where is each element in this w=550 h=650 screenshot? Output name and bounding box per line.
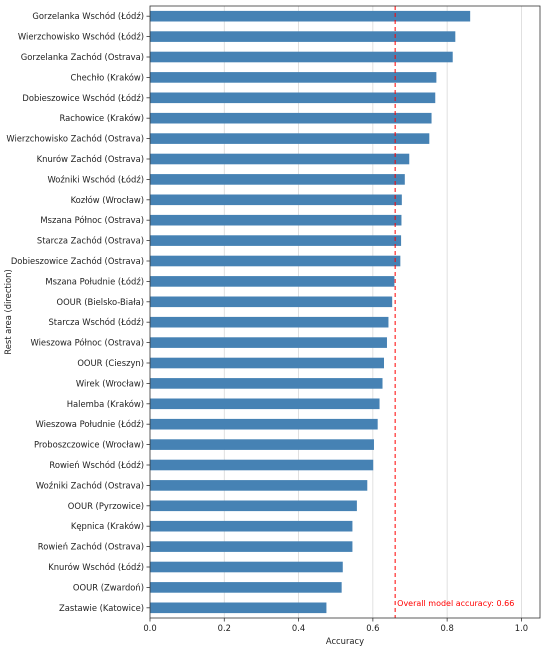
bar	[150, 459, 374, 471]
x-tick-label: 0.0	[143, 623, 156, 633]
bars	[150, 10, 471, 614]
category-label: Starcza Zachód (Ostrava)	[37, 236, 144, 246]
category-label: Knurów Wschód (Łódź)	[48, 562, 144, 572]
bar	[150, 10, 471, 22]
category-label: Mszana Północ (Ostrava)	[40, 215, 144, 225]
bar	[150, 133, 430, 144]
bar	[150, 337, 387, 348]
bar	[150, 541, 353, 552]
bar	[150, 582, 342, 593]
bar	[150, 174, 405, 185]
x-axis-ticks: 0.0 0.2 0.4 0.6 0.8 1.0	[143, 618, 528, 633]
category-label: Kozłów (Wrocław)	[71, 195, 144, 205]
category-label: Wieszowa Południe (Łódź)	[35, 419, 144, 429]
category-label: Halemba (Kraków)	[67, 399, 144, 409]
category-label: Knurów Zachód (Ostrava)	[37, 154, 144, 164]
category-label: Wierzchowisko Wschód (Łódź)	[18, 32, 144, 42]
category-label: OOUR (Bielsko-Biała)	[56, 297, 144, 307]
category-label: Rowień Zachód (Ostrava)	[38, 542, 144, 552]
bar	[150, 194, 402, 206]
category-label: Rowień Wschód (Łódź)	[49, 460, 144, 470]
x-tick-label: 1.0	[515, 623, 528, 633]
y-axis-title: Rest area (direction)	[3, 269, 13, 354]
x-tick-label: 0.6	[366, 623, 379, 633]
bar	[150, 500, 357, 512]
bar	[150, 51, 453, 63]
bar	[150, 602, 327, 614]
bar	[150, 112, 432, 124]
bar	[150, 296, 393, 308]
category-label: OOUR (Cieszyn)	[77, 358, 144, 368]
bar	[150, 92, 436, 104]
category-label: Gorzelanka Zachód (Ostrava)	[21, 52, 144, 62]
category-label: Gorzelanka Wschód (Łódź)	[32, 11, 144, 21]
bar	[150, 418, 378, 430]
bar	[150, 520, 353, 532]
category-label: Proboszczowice (Wrocław)	[34, 440, 144, 450]
category-label: Chechło (Kraków)	[70, 72, 144, 82]
x-tick-label: 0.4	[292, 623, 305, 633]
category-label: Dobieszowice Zachód (Ostrava)	[11, 256, 144, 266]
bar	[150, 31, 456, 42]
category-label: Woźniki Zachód (Ostrava)	[36, 480, 144, 490]
bar	[150, 72, 437, 83]
bar	[150, 357, 384, 369]
category-label: OOUR (Zwardoń)	[73, 582, 144, 592]
reference-line-group: Overall model accuracy: 0.66	[394, 6, 514, 618]
x-axis-title: Accuracy	[326, 636, 364, 646]
bar	[150, 255, 401, 267]
bar	[150, 398, 380, 410]
reference-line-label: Overall model accuracy: 0.66	[397, 599, 514, 608]
bar	[150, 214, 402, 226]
category-label: Wirek (Wrocław)	[76, 378, 144, 388]
bar	[150, 276, 395, 287]
bar	[150, 316, 389, 328]
bar	[150, 561, 343, 573]
category-label: Rachowice (Kraków)	[59, 113, 144, 123]
bar	[150, 153, 410, 165]
category-label: Dobieszowice Wschód (Łódź)	[22, 93, 144, 103]
category-label: Wierzchowisko Zachód (Ostrava)	[6, 134, 144, 144]
bar	[150, 480, 368, 491]
bar	[150, 439, 374, 450]
category-label: Kępnica (Kraków)	[71, 521, 144, 531]
category-label: Zastawie (Katowice)	[59, 603, 144, 613]
grid-lines	[223, 6, 522, 618]
bar	[150, 378, 383, 389]
plot-frame	[149, 5, 541, 619]
category-label: Mszana Południe (Łódź)	[45, 276, 144, 286]
x-tick-label: 0.2	[218, 623, 231, 633]
category-label: Wieszowa Północ (Ostrava)	[31, 338, 145, 348]
category-labels: Gorzelanka Wschód (Łódź) Wierzchowisko Ws…	[6, 11, 150, 613]
category-label: OOUR (Pyrzowice)	[68, 501, 144, 511]
bar	[150, 235, 402, 246]
x-tick-label: 0.8	[440, 623, 453, 633]
category-label: Starcza Wschód (Łódź)	[48, 317, 144, 327]
category-label: Woźniki Wschód (Łódź)	[47, 174, 144, 184]
